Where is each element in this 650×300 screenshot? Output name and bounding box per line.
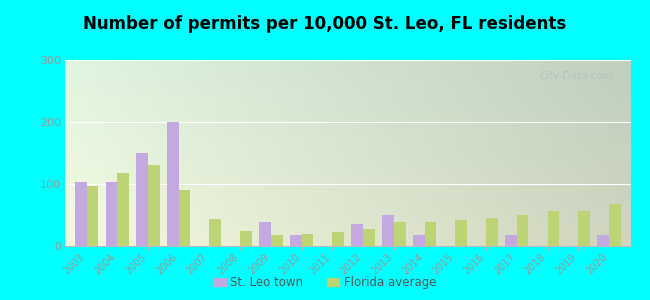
Bar xyxy=(332,232,344,246)
Bar xyxy=(302,234,313,246)
Bar xyxy=(597,235,609,246)
Bar xyxy=(105,182,117,246)
Legend: St. Leo town, Florida average: St. Leo town, Florida average xyxy=(209,272,441,294)
Bar xyxy=(394,222,406,246)
Bar xyxy=(179,190,190,246)
Bar xyxy=(505,235,517,246)
Bar xyxy=(290,235,302,246)
Bar xyxy=(382,215,394,246)
Bar xyxy=(609,204,621,246)
Bar xyxy=(86,186,98,246)
Bar xyxy=(167,122,179,246)
Bar xyxy=(455,220,467,246)
Bar xyxy=(240,230,252,246)
Bar xyxy=(117,173,129,246)
Bar xyxy=(486,218,498,246)
Bar xyxy=(517,215,528,246)
Bar xyxy=(413,235,424,246)
Bar xyxy=(136,153,148,246)
Bar xyxy=(578,211,590,246)
Bar xyxy=(352,224,363,246)
Bar xyxy=(271,235,283,246)
Bar xyxy=(547,211,559,246)
Bar xyxy=(209,219,221,246)
Bar xyxy=(363,229,375,246)
Bar xyxy=(259,222,271,246)
Bar xyxy=(75,182,86,246)
Bar xyxy=(424,222,436,246)
Text: City-Data.com: City-Data.com xyxy=(540,71,614,81)
Bar xyxy=(148,165,160,246)
Text: Number of permits per 10,000 St. Leo, FL residents: Number of permits per 10,000 St. Leo, FL… xyxy=(83,15,567,33)
